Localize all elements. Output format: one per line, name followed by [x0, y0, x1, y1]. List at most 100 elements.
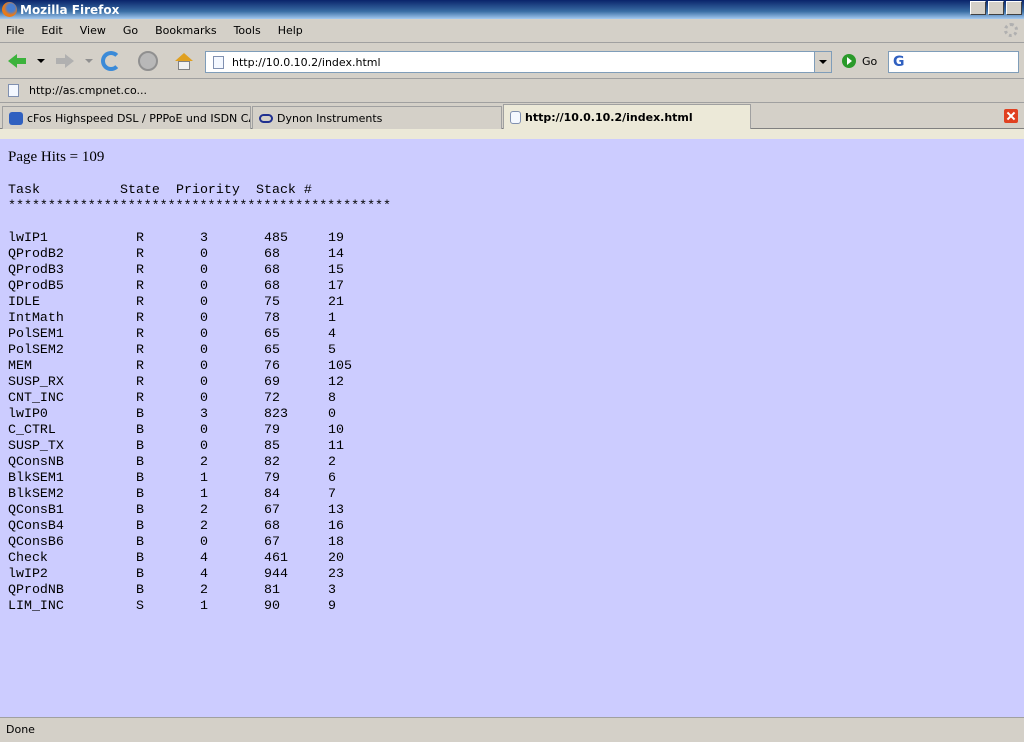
search-input[interactable]: G: [888, 51, 1019, 73]
task-priority: 0: [200, 326, 208, 341]
task-priority: 1: [200, 598, 208, 613]
task-name: Check: [8, 550, 48, 565]
menu-go[interactable]: Go: [122, 24, 139, 37]
menu-edit[interactable]: Edit: [41, 24, 63, 37]
task-id: 20: [328, 550, 344, 565]
task-stack: 81: [264, 582, 280, 597]
maximize-button[interactable]: [988, 1, 1004, 15]
menu-bar: File Edit View Go Bookmarks Tools Help: [0, 19, 1024, 43]
task-name: SUSP_RX: [8, 374, 64, 389]
task-state: B: [136, 566, 144, 581]
task-name: QConsB4: [8, 518, 64, 533]
task-priority: 1: [200, 486, 208, 501]
task-state: B: [136, 534, 144, 549]
separator: ****************************************…: [8, 198, 392, 213]
task-name: BlkSEM2: [8, 486, 64, 501]
forward-icon[interactable]: [52, 50, 76, 72]
task-name: QProdB3: [8, 262, 64, 277]
task-stack: 67: [264, 502, 280, 517]
header-task: Task: [8, 182, 40, 197]
bookmarks-toolbar: http://as.cmpnet.co...: [0, 79, 1024, 103]
task-stack: 461: [264, 550, 288, 565]
task-stack: 68: [264, 262, 280, 277]
task-id: 6: [328, 470, 336, 485]
task-state: R: [136, 358, 144, 373]
task-name: PolSEM2: [8, 342, 64, 357]
header-state: State: [120, 182, 160, 197]
table-row: QProdB3 R 0 68 15: [8, 262, 428, 278]
menu-bookmarks[interactable]: Bookmarks: [155, 24, 217, 37]
task-state: R: [136, 278, 144, 293]
task-stack: 69: [264, 374, 280, 389]
task-priority: 4: [200, 566, 208, 581]
tab-dynon[interactable]: Dynon Instruments: [252, 106, 502, 129]
task-name: MEM: [8, 358, 32, 373]
go-icon: [842, 54, 856, 68]
minimize-button[interactable]: [970, 1, 986, 15]
forward-dropdown-icon[interactable]: [85, 59, 93, 63]
url-bar[interactable]: http://10.0.10.2/index.html: [205, 51, 832, 73]
task-id: 4: [328, 326, 336, 341]
back-dropdown-icon[interactable]: [37, 59, 45, 63]
table-row: QProdNB B 2 81 3: [8, 582, 428, 598]
menu-help[interactable]: Help: [277, 24, 303, 37]
table-row: MEM R 0 76 105: [8, 358, 428, 374]
header-stack: Stack #: [256, 182, 312, 197]
stop-icon[interactable]: [136, 50, 160, 72]
task-id: 14: [328, 246, 344, 261]
table-row: SUSP_TX B 0 85 11: [8, 438, 428, 454]
table-row: QProdB2 R 0 68 14: [8, 246, 428, 262]
task-id: 7: [328, 486, 336, 501]
task-table: lwIP1 R 3 485 19 QProdB2 R 0 68 14 QProdB3 R 0 68 15 QP…: [8, 230, 428, 614]
page-icon: [213, 55, 224, 69]
task-stack: 76: [264, 358, 280, 373]
task-state: R: [136, 294, 144, 309]
menu-view[interactable]: View: [79, 24, 106, 37]
task-stack: 82: [264, 454, 280, 469]
bookmark-item[interactable]: http://as.cmpnet.co...: [29, 84, 148, 97]
task-name: lwIP0: [8, 406, 48, 421]
url-text[interactable]: http://10.0.10.2/index.html: [232, 55, 381, 69]
reload-icon[interactable]: [99, 50, 123, 72]
close-button[interactable]: [1006, 1, 1022, 15]
task-id: 17: [328, 278, 344, 293]
page-icon: [510, 110, 521, 124]
task-priority: 3: [200, 406, 208, 421]
task-priority: 4: [200, 550, 208, 565]
task-stack: 79: [264, 422, 280, 437]
task-state: B: [136, 486, 144, 501]
table-row: PolSEM2 R 0 65 5: [8, 342, 428, 358]
task-id: 3: [328, 582, 336, 597]
back-icon[interactable]: [6, 50, 30, 72]
task-priority: 0: [200, 422, 208, 437]
page-hits: Page Hits = 109: [8, 149, 105, 165]
url-dropdown-icon[interactable]: [814, 52, 831, 72]
task-name: lwIP1: [8, 230, 48, 245]
google-icon: G: [893, 54, 905, 70]
tab-cfos[interactable]: cFos Highspeed DSL / PPPoE und ISDN CAP.…: [2, 106, 251, 129]
task-state: B: [136, 502, 144, 517]
tab-index[interactable]: http://10.0.10.2/index.html: [503, 104, 751, 129]
task-name: QProdB2: [8, 246, 64, 261]
task-stack: 78: [264, 310, 280, 325]
task-name: lwIP2: [8, 566, 48, 581]
menu-tools[interactable]: Tools: [233, 24, 261, 37]
navigation-toolbar: http://10.0.10.2/index.html Go G: [0, 43, 1024, 79]
go-button[interactable]: Go: [842, 54, 877, 68]
task-priority: 2: [200, 454, 208, 469]
table-row: CNT_INC R 0 72 8: [8, 390, 428, 406]
task-state: B: [136, 582, 144, 597]
table-row: lwIP1 R 3 485 19: [8, 230, 428, 246]
table-row: SUSP_RX R 0 69 12: [8, 374, 428, 390]
task-priority: 0: [200, 246, 208, 261]
close-tab-icon[interactable]: [1004, 109, 1018, 123]
home-icon[interactable]: [172, 50, 196, 72]
task-id: 8: [328, 390, 336, 405]
page-content: Page Hits = 109 Task State Priority Stack #…: [0, 139, 1024, 717]
menu-file[interactable]: File: [6, 24, 25, 37]
table-row: C_CTRL B 0 79 10: [8, 422, 428, 438]
task-stack: 68: [264, 246, 280, 261]
task-state: B: [136, 454, 144, 469]
task-state: S: [136, 598, 144, 613]
task-priority: 0: [200, 390, 208, 405]
